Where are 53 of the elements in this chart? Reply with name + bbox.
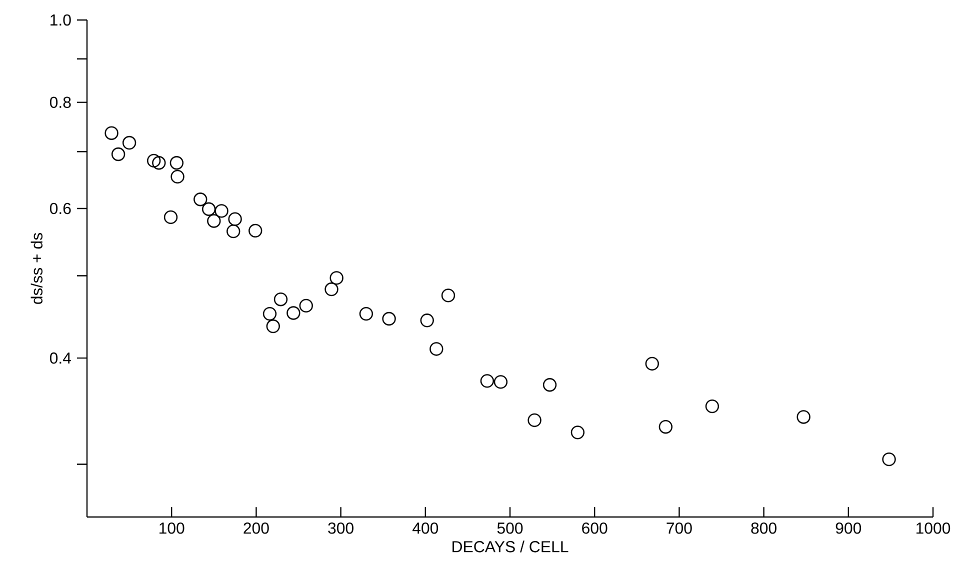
point <box>330 271 344 285</box>
point <box>542 378 557 392</box>
x-tick-label: 500 <box>497 522 523 534</box>
y-tick-label: 1.0 <box>50 14 71 26</box>
point <box>207 214 221 228</box>
x-tick-label: 900 <box>836 522 862 534</box>
point <box>382 312 396 326</box>
point <box>299 298 313 313</box>
point <box>286 306 300 320</box>
point <box>122 136 136 150</box>
point <box>645 356 659 371</box>
point <box>430 342 444 356</box>
point <box>494 375 508 389</box>
point <box>152 156 166 170</box>
point <box>146 154 161 168</box>
x-tick-label: 400 <box>412 522 438 534</box>
point <box>170 156 184 170</box>
point <box>164 210 178 224</box>
point <box>248 224 262 238</box>
point <box>420 314 434 328</box>
point <box>480 374 494 388</box>
x-tick-label: 600 <box>582 522 608 534</box>
point <box>111 147 126 162</box>
point <box>705 399 720 414</box>
point <box>359 306 374 321</box>
point <box>202 202 216 216</box>
x-tick-label: 1000 <box>916 522 950 534</box>
point <box>228 212 242 226</box>
point <box>170 170 184 184</box>
point <box>528 413 542 428</box>
point <box>194 192 208 206</box>
x-tick-label: 700 <box>666 522 692 534</box>
point <box>796 410 810 424</box>
x-tick-label: 200 <box>244 522 269 534</box>
point <box>104 126 118 140</box>
x-tick-label: 800 <box>751 522 776 534</box>
x-tick-label: 300 <box>328 522 354 534</box>
point <box>214 204 228 218</box>
point <box>262 306 277 321</box>
x-tick-label: 100 <box>160 522 184 534</box>
point <box>658 420 673 434</box>
point <box>324 282 338 296</box>
point <box>266 319 280 334</box>
point <box>274 292 288 306</box>
point <box>570 426 585 440</box>
y-tick-label: 0.6 <box>50 202 71 214</box>
x-axis-title: DECAYS / CELL <box>452 540 568 552</box>
y-axis-title: ds/ss + ds <box>30 232 43 304</box>
point <box>226 224 240 238</box>
point <box>441 288 456 302</box>
y-tick-label: 0.4 <box>50 352 72 364</box>
y-tick-label: 0.8 <box>50 96 71 108</box>
point <box>882 452 896 466</box>
